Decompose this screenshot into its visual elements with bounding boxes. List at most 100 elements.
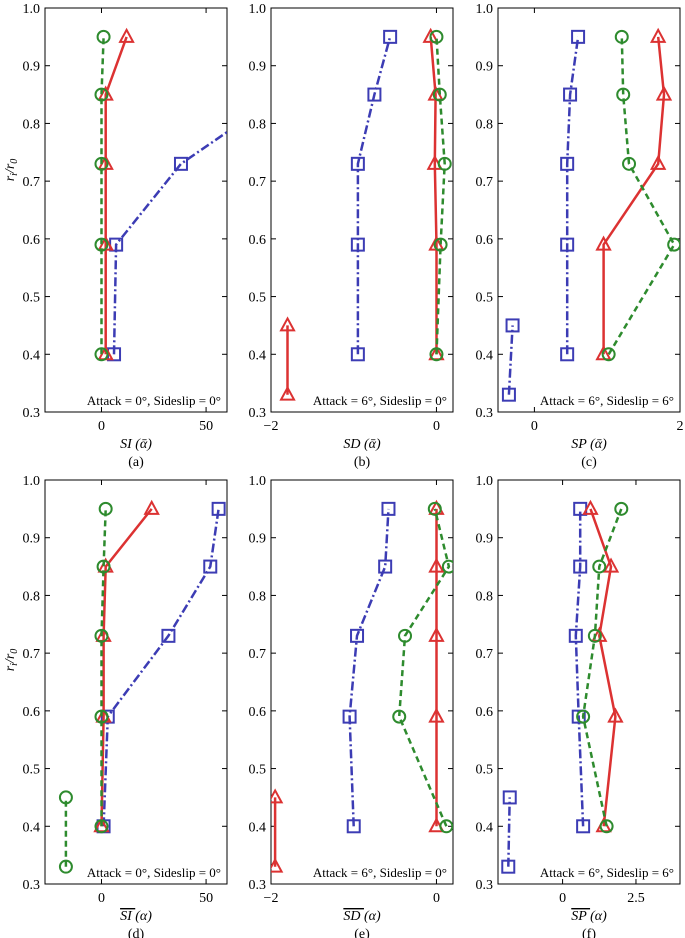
y-tick-label: 0.7 <box>249 175 267 190</box>
y-tick-label: 0.3 <box>476 878 494 893</box>
data-point-triangle <box>595 345 612 361</box>
y-tick-label: 0.7 <box>476 175 494 190</box>
data-point-square <box>317 31 329 43</box>
data-point-circle <box>0 319 11 331</box>
x-tick-label: 50 <box>199 419 213 434</box>
series-line-circle <box>435 36 446 355</box>
series-line-square <box>565 36 580 355</box>
x-tick-label: −2 <box>264 891 279 906</box>
data-point-square <box>381 501 396 516</box>
y-tick-label: 0.4 <box>23 820 41 835</box>
y-tick-label: 0.7 <box>23 647 41 662</box>
y-tick-label: 0.4 <box>23 348 41 363</box>
y-tick-label: 0.7 <box>23 175 41 190</box>
y-tick-label: 0.8 <box>476 589 494 604</box>
data-point-circle <box>94 156 109 171</box>
x-axis-label: SD (ᾱ) <box>343 437 381 452</box>
data-point-circle <box>94 237 109 252</box>
series-line-triangle <box>104 36 128 355</box>
data-point-square <box>383 29 398 44</box>
series-line-circle <box>607 36 676 355</box>
y-tick-label: 0.6 <box>249 705 267 720</box>
data-point-square <box>571 709 586 724</box>
y-tick-label: 1.0 <box>476 2 494 17</box>
plot-frame <box>270 7 454 413</box>
y-tick-label: 0.9 <box>249 60 267 75</box>
y-tick-label: 1.0 <box>249 474 267 489</box>
y-tick-label: 0.7 <box>476 647 494 662</box>
data-point-triangle <box>422 27 439 43</box>
y-tick-label: 0.6 <box>249 233 267 248</box>
data-point-circle <box>427 501 442 516</box>
series-line-circle <box>581 508 623 827</box>
y-tick-label: 0.6 <box>23 705 41 720</box>
data-point-square <box>563 87 578 102</box>
data-point-circle <box>437 156 452 171</box>
y-tick-label: 0.5 <box>476 291 494 306</box>
x-axis-label: SP (α) <box>571 909 607 924</box>
data-point-square <box>350 156 365 171</box>
y-tick-label: 0.4 <box>476 820 494 835</box>
panel-annotation: Attack = 6°, Sideslip = 0° <box>313 865 447 880</box>
y-tick-label: 0.9 <box>23 532 41 547</box>
series-group <box>279 27 452 401</box>
plot-frame <box>44 7 228 413</box>
y-tick-label: 1.0 <box>249 2 267 17</box>
chart-panel-2: 0.3 0.4 0.5 0.6 0.7 0.8 0.9 1.0 0 2 SP (ᾱ) (c) Attac… <box>476 2 684 470</box>
data-point-square <box>346 819 361 834</box>
series-line-circle <box>397 508 451 827</box>
y-tick-label: 0.4 <box>249 820 267 835</box>
data-point-square <box>161 628 176 643</box>
panel-caption: (c) <box>581 455 597 470</box>
data-point-square <box>560 347 575 362</box>
data-point-circle <box>96 559 111 574</box>
panel-caption: (f) <box>582 927 596 938</box>
y-tick-label: 0.3 <box>23 406 41 421</box>
data-point-triangle <box>279 316 296 332</box>
data-point-circle <box>94 819 109 834</box>
y-tick-label: 0.9 <box>23 60 41 75</box>
data-point-circle <box>429 347 444 362</box>
x-tick-label: 0 <box>98 891 105 906</box>
data-point-square <box>367 87 382 102</box>
data-point-square <box>378 559 393 574</box>
data-point-triangle <box>428 557 445 573</box>
x-tick-label: −2 <box>264 419 279 434</box>
data-point-square <box>211 501 226 516</box>
data-point-triangle <box>655 85 673 101</box>
series-group <box>58 499 226 874</box>
chart-panel-5: 0.3 0.4 0.5 0.6 0.7 0.8 0.9 1.0 0 2.5 SP (α) (f) Att… <box>476 474 681 938</box>
data-point-square <box>568 628 583 643</box>
plot-frame <box>270 479 454 885</box>
y-tick-label: 0.5 <box>476 763 494 778</box>
data-point-circle <box>432 87 447 102</box>
data-point-triangle <box>649 154 667 170</box>
data-point-square <box>571 29 586 44</box>
y-tick-label: 0.5 <box>23 763 41 778</box>
y-tick-label: 0.9 <box>249 532 267 547</box>
series-line-square <box>507 797 511 867</box>
data-point-square <box>560 156 575 171</box>
panel-caption: (a) <box>128 455 144 470</box>
data-point-square <box>505 318 520 333</box>
series-line-square <box>102 508 220 827</box>
y-tick-label: 0.5 <box>23 291 41 306</box>
data-point-triangle <box>118 27 135 43</box>
series-group <box>271 499 453 873</box>
x-tick-label: 50 <box>199 891 213 906</box>
data-point-circle <box>592 559 607 574</box>
y-tick-label: 0.4 <box>249 348 267 363</box>
y-tick-label: 0.3 <box>249 878 267 893</box>
data-point-triangle <box>271 857 284 873</box>
y-tick-label: 0.3 <box>249 406 267 421</box>
data-point-circle <box>614 501 629 516</box>
x-axis-label: SD (α) <box>343 909 381 924</box>
y-tick-label: 0.9 <box>476 532 494 547</box>
data-point-triangle <box>595 235 612 251</box>
x-tick-label: 0 <box>559 891 566 906</box>
y-tick-label: 1.0 <box>23 2 41 17</box>
series-line-square <box>112 130 227 355</box>
data-point-circle <box>58 859 73 874</box>
data-point-circle <box>98 501 113 516</box>
series-line-triangle <box>602 36 666 355</box>
